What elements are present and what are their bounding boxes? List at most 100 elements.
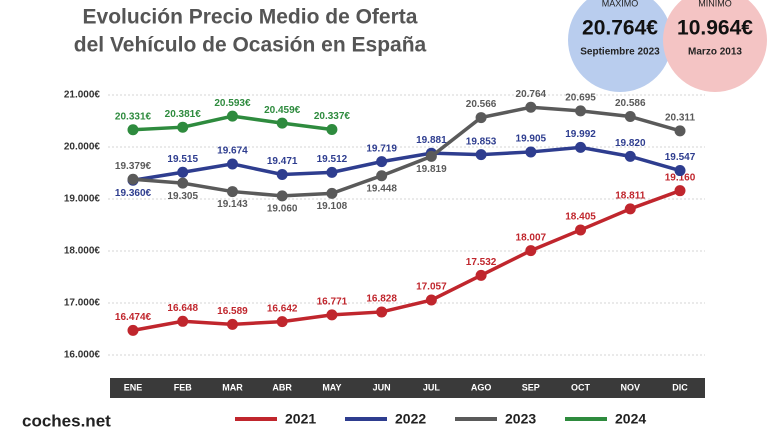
data-label: 19.820 (615, 138, 646, 149)
data-label: 19.905 (516, 134, 547, 145)
data-point (276, 117, 288, 129)
data-point (276, 190, 288, 202)
data-label: 19.143 (217, 199, 248, 210)
data-label: 19.819 (416, 164, 447, 175)
badge-value: 20.764€ (582, 17, 658, 40)
data-label: 19.471 (267, 156, 298, 167)
data-point (177, 315, 189, 327)
data-point (326, 187, 338, 199)
data-label: 18.811 (615, 190, 645, 201)
y-tick-label: 18.000€ (64, 246, 101, 257)
badge-circle (663, 0, 767, 92)
data-label: 20.764 (516, 89, 547, 100)
data-point (177, 166, 189, 178)
data-label: 20.337€ (314, 111, 351, 122)
legend-label: 2023 (505, 411, 536, 427)
data-point (475, 112, 487, 124)
data-label: 19.360€ (115, 188, 152, 199)
data-label: 20.331€ (115, 111, 152, 122)
data-label: 19.881 (416, 135, 447, 146)
x-tick-label: FEB (174, 382, 193, 392)
x-tick-label: OCT (571, 382, 591, 392)
x-tick-label: SEP (522, 382, 540, 392)
data-label: 20.695 (565, 93, 596, 104)
data-point (575, 105, 587, 117)
x-tick-label: ABR (272, 382, 292, 392)
data-label: 18.007 (516, 232, 547, 243)
data-point (575, 141, 587, 153)
badge-heading: MÍNIMO (698, 0, 732, 8)
data-label: 19.547 (665, 152, 696, 163)
legend-label: 2022 (395, 411, 426, 427)
chart-title: Evolución Precio Medio de Oferta (83, 6, 418, 29)
data-label: 17.057 (416, 282, 447, 293)
x-tick-label: NOV (621, 382, 641, 392)
data-point (127, 324, 139, 336)
data-label: 16.828 (366, 294, 397, 305)
data-point (475, 269, 487, 281)
badge-value: 10.964€ (677, 17, 753, 40)
data-point (326, 166, 338, 178)
x-tick-label: JUL (423, 382, 441, 392)
data-point (525, 146, 537, 158)
data-label: 19.448 (366, 183, 397, 194)
data-label: 16.771 (317, 297, 348, 308)
data-point (624, 111, 636, 123)
data-label: 19.108 (317, 201, 348, 212)
data-label: 16.474€ (115, 312, 152, 323)
x-tick-label: MAY (322, 382, 341, 392)
data-point (425, 150, 437, 162)
x-tick-label: AGO (471, 382, 492, 392)
data-label: 19.160 (665, 172, 696, 183)
brand-logo: coches.net (22, 411, 111, 430)
data-point (376, 156, 388, 168)
badge-heading: MÁXIMO (602, 0, 639, 8)
data-point (674, 185, 686, 197)
data-label: 20.593€ (214, 98, 251, 109)
data-label: 17.532 (466, 257, 497, 268)
data-point (226, 186, 238, 198)
y-tick-label: 21.000€ (64, 90, 101, 101)
data-point (226, 318, 238, 330)
data-label: 19.060 (267, 204, 298, 215)
data-label: 20.311 (665, 112, 695, 123)
data-point (127, 173, 139, 185)
data-point (674, 125, 686, 137)
data-label: 20.381€ (165, 109, 202, 120)
x-tick-label: JUN (373, 382, 391, 392)
data-label: 16.589 (217, 306, 248, 317)
data-label: 20.459€ (264, 105, 301, 116)
legend-label: 2024 (615, 411, 646, 427)
series-line (132, 189, 681, 333)
data-point (177, 121, 189, 133)
legend-label: 2021 (285, 411, 316, 427)
data-label: 19.674 (217, 146, 248, 157)
data-label: 19.992 (565, 129, 596, 140)
x-tick-label: ENE (124, 382, 143, 392)
month-band (110, 378, 705, 398)
y-tick-label: 19.000€ (64, 194, 101, 205)
data-label: 19.305 (167, 191, 198, 202)
x-tick-label: MAR (222, 382, 243, 392)
badge-circle (568, 0, 672, 92)
badge-sub: Septiembre 2023 (580, 47, 660, 58)
data-point (326, 123, 338, 135)
data-label: 20.566 (466, 99, 497, 110)
data-point (624, 203, 636, 215)
data-point (525, 245, 537, 257)
data-label: 19.512 (317, 154, 348, 165)
data-point (425, 294, 437, 306)
data-label: 16.648 (167, 303, 198, 314)
data-label: 16.642 (267, 303, 298, 314)
data-point (276, 316, 288, 328)
data-point (575, 224, 587, 236)
data-label: 19.515 (167, 154, 198, 165)
data-point (525, 101, 537, 113)
y-tick-label: 16.000€ (64, 350, 101, 361)
data-label: 20.586 (615, 98, 646, 109)
data-point (177, 177, 189, 189)
data-point (276, 169, 288, 181)
series-line (132, 145, 681, 183)
data-point (226, 158, 238, 170)
